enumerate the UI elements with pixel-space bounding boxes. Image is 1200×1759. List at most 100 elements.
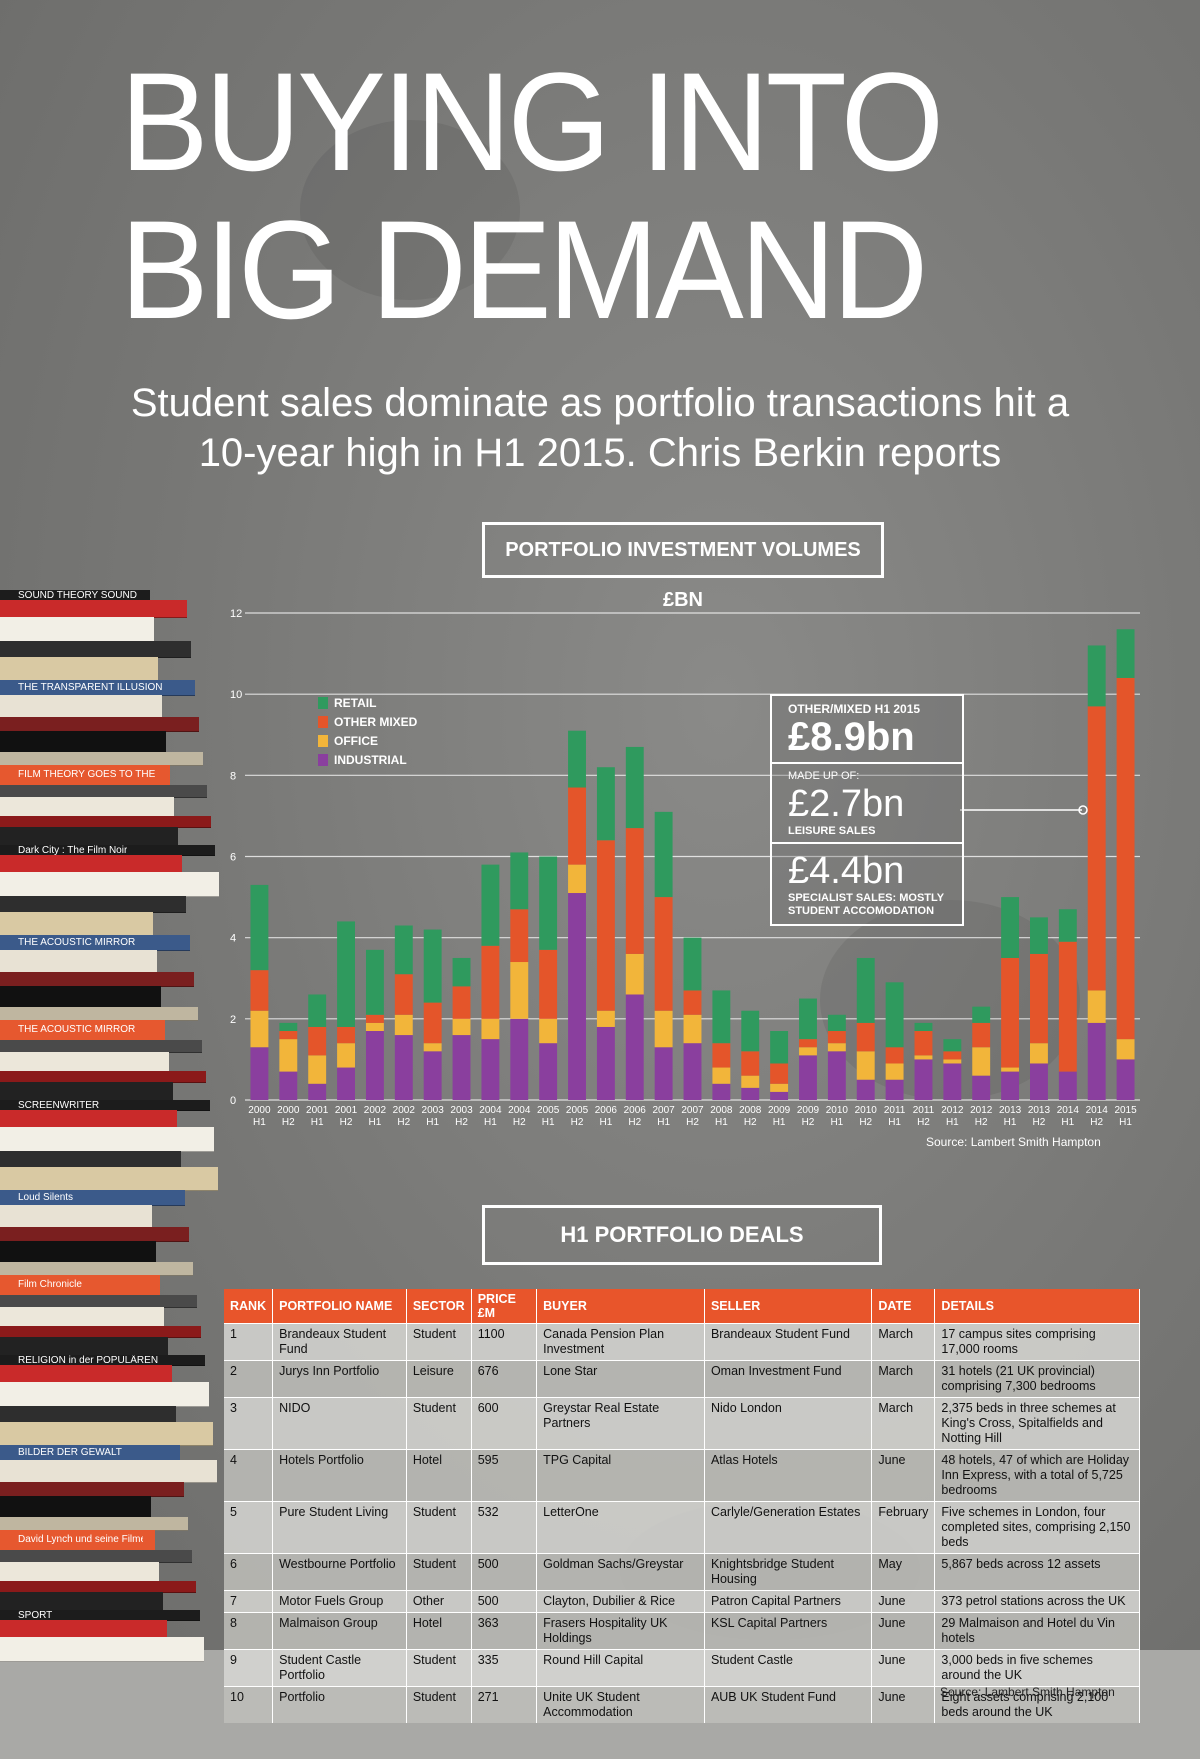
x-tick-label-year: 2010 — [855, 1105, 878, 1116]
table-cell: Westbourne Portfolio — [272, 1553, 407, 1591]
table-row: 4 Hotels Portfolio Hotel 595 TPG Capital Atla… — [224, 1449, 1140, 1502]
bar-segment-industrial — [856, 1079, 875, 1100]
bar-segment-retail — [856, 957, 875, 1023]
book-spine: THE TRANSPARENT ILLUSION — [0, 680, 195, 696]
table-row: 6 Westbourne Portfolio Student 500 Goldman S… — [224, 1553, 1140, 1591]
legend-swatch — [318, 697, 328, 709]
bar-segment-industrial — [308, 1083, 327, 1100]
bar-segment-office — [423, 1043, 442, 1052]
x-tick-label-year: 2009 — [768, 1105, 791, 1116]
table-header-cell: RANK — [224, 1289, 274, 1324]
annotation-made-up-of: MADE UP OF: — [788, 770, 860, 782]
legend-swatch — [318, 754, 328, 766]
bar-segment-other-mixed — [856, 1022, 875, 1052]
book-title: THE ACOUSTIC MIRROR — [18, 1024, 136, 1035]
table-header-cell: PORTFOLIO NAME — [272, 1289, 407, 1324]
bar-segment-office — [799, 1047, 817, 1056]
bar-segment-office — [654, 1010, 673, 1048]
subtitle-line-1: Student sales dominate as portfolio tran… — [130, 381, 1070, 425]
x-tick-label-year: 2006 — [595, 1105, 618, 1116]
bar-segment-other-mixed — [279, 1031, 298, 1040]
x-tick-label-year: 2010 — [826, 1105, 849, 1116]
table-cell: Nido London — [704, 1397, 873, 1450]
bar-segment-office — [279, 1039, 298, 1072]
x-tick-label-half: H2 — [975, 1117, 988, 1128]
table-cell: 31 hotels (21 UK provincial) comprising … — [934, 1360, 1140, 1398]
bar-segment-retail — [308, 994, 327, 1027]
bar-segment-other-mixed — [596, 840, 615, 1011]
bar-segment-office — [510, 962, 529, 1019]
bar-segment-industrial — [568, 893, 586, 1100]
table-row: 8 Malmaison Group Hotel 363 Frasers Hospital… — [224, 1612, 1140, 1650]
table-cell: Motor Fuels Group — [272, 1590, 407, 1613]
x-tick-label-half: H2 — [917, 1117, 930, 1128]
bar-segment-office — [452, 1018, 471, 1036]
table-cell: LetterOne — [536, 1501, 705, 1554]
book-title: SOUND THEORY SOUND PRACTICE — [18, 590, 138, 601]
table-row: 9 Student Castle Portfolio Student 335 Round… — [224, 1649, 1140, 1687]
table-cell: Leisure — [406, 1360, 472, 1398]
bar-segment-retail — [423, 929, 442, 1003]
chart-source: Source: Lambert Smith Hampton — [926, 1135, 1101, 1149]
bar-segment-retail — [1087, 645, 1106, 707]
book-spine — [0, 1337, 168, 1356]
x-tick-label-half: H1 — [311, 1117, 324, 1128]
book-spine — [0, 1167, 218, 1191]
bar-segment-industrial — [683, 1043, 702, 1100]
legend-label: RETAIL — [334, 696, 376, 710]
x-tick-label-half: H2 — [686, 1117, 699, 1128]
x-tick-label-year: 2007 — [653, 1105, 676, 1116]
table-cell: TPG Capital — [536, 1449, 705, 1502]
bar-segment-other-mixed — [625, 828, 644, 954]
bar-segment-office — [827, 1043, 846, 1052]
book-spine — [0, 617, 154, 642]
x-tick-label-year: 2014 — [1057, 1105, 1080, 1116]
bar-segment-industrial — [1116, 1059, 1135, 1100]
x-tick-label-year: 2004 — [508, 1105, 531, 1116]
y-tick-label: 12 — [230, 608, 242, 620]
book-spine — [0, 855, 182, 873]
bar-segment-retail — [452, 957, 471, 987]
legend-label: OTHER MIXED — [334, 715, 418, 729]
table-cell: 9 — [224, 1649, 274, 1687]
bar-segment-other-mixed — [827, 1031, 846, 1044]
bar-segment-retail — [481, 864, 500, 946]
bar-segment-industrial — [1058, 1071, 1077, 1100]
bar-segment-office — [596, 1010, 615, 1027]
bar-segment-retail — [1030, 917, 1048, 954]
table-cell: Student Castle — [704, 1649, 873, 1687]
book-spine — [0, 1592, 163, 1611]
bar-segment-other-mixed — [250, 970, 269, 1011]
x-tick-label-half: H1 — [599, 1117, 612, 1128]
bar-segment-other-mixed — [770, 1063, 789, 1084]
x-tick-label-year: 2007 — [681, 1105, 704, 1116]
table-cell: 1 — [224, 1323, 274, 1361]
table-cell: Hotels Portfolio — [272, 1449, 407, 1502]
table-cell: Atlas Hotels — [704, 1449, 873, 1502]
x-tick-label-half: H2 — [859, 1117, 872, 1128]
x-tick-label-year: 2008 — [739, 1105, 762, 1116]
book-spine — [0, 657, 158, 681]
x-tick-label-half: H1 — [542, 1117, 555, 1128]
bar-segment-other-mixed — [568, 787, 586, 865]
bar-segment-other-mixed — [1001, 957, 1020, 1068]
table-cell: 5,867 beds across 12 assets — [934, 1553, 1140, 1591]
bar-segment-industrial — [510, 1018, 529, 1100]
table-cell: June — [871, 1649, 936, 1687]
x-tick-label-half: H2 — [1033, 1117, 1046, 1128]
table-cell: Student — [406, 1501, 472, 1554]
x-tick-label-half: H1 — [715, 1117, 728, 1128]
book-spine — [0, 1562, 159, 1582]
annotation-leisure-label: LEISURE SALES — [788, 825, 876, 837]
x-tick-label-year: 2005 — [537, 1105, 560, 1116]
book-spine: THE ACOUSTIC MIRROR — [0, 1020, 165, 1041]
book-spine — [0, 1205, 152, 1228]
x-tick-label-year: 2004 — [479, 1105, 502, 1116]
table-cell: Eight assets comprising 2,100 beds aroun… — [934, 1686, 1140, 1723]
book-spine — [0, 912, 153, 936]
title-line-2: BIG DEMAND — [120, 191, 928, 348]
table-cell: Hotel — [406, 1449, 472, 1502]
table-cell: 6 — [224, 1553, 274, 1591]
x-tick-label-half: H2 — [340, 1117, 353, 1128]
legend-swatch — [318, 735, 328, 747]
